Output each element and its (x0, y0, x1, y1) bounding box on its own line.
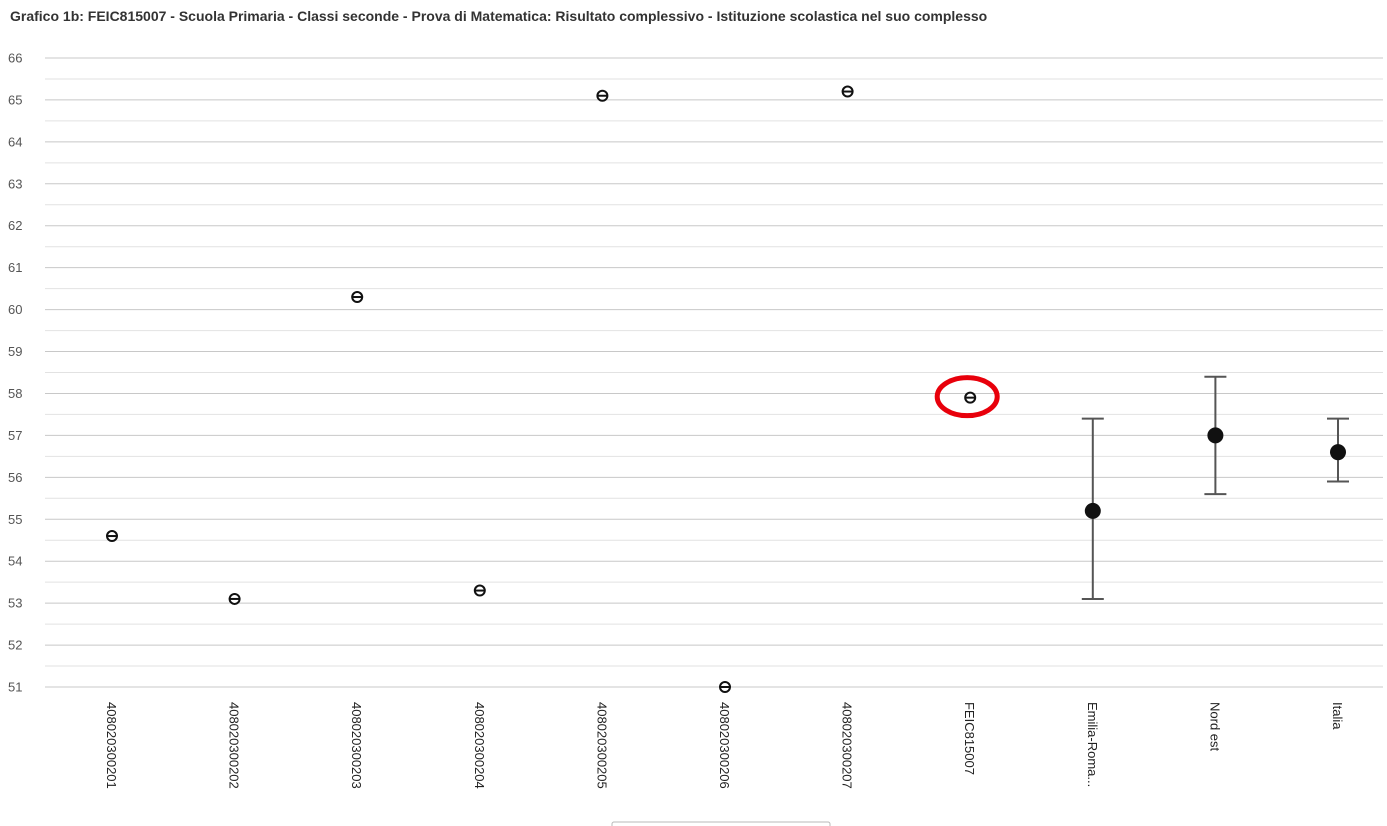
y-tick-label: 53 (8, 596, 22, 611)
y-tick-label: 51 (8, 680, 22, 695)
y-axis-ticks: 51 52 53 54 55 56 57 58 59 60 61 62 63 64 65 66 (8, 51, 22, 695)
y-tick-label: 55 (8, 512, 22, 527)
y-tick-label: 63 (8, 176, 22, 191)
x-category-label: Italia (1330, 702, 1345, 730)
y-tick-label: 60 (8, 302, 22, 317)
x-category-label: FEIC815007 (962, 702, 977, 775)
x-category-label: 408020300201 (104, 702, 119, 789)
highlight-layer (934, 375, 1000, 419)
y-tick-label: 64 (8, 134, 22, 149)
data-point (596, 89, 609, 102)
x-category-label: 408020300203 (349, 702, 364, 789)
data-point (1330, 444, 1346, 461)
x-category-label: 408020300205 (594, 702, 609, 789)
y-tick-label: 65 (8, 92, 22, 107)
grid-layer (45, 57, 1383, 688)
data-point (106, 530, 118, 543)
x-category-label: 408020300204 (472, 702, 487, 789)
data-point (719, 681, 731, 693)
y-tick-label: 57 (8, 428, 22, 443)
data-point (964, 391, 977, 404)
chart-title: Grafico 1b: FEIC815007 - Scuola Primaria… (10, 8, 988, 24)
y-tick-label: 56 (8, 470, 22, 485)
y-tick-label: 62 (8, 218, 22, 233)
x-category-label: Emilia-Roma... (1085, 702, 1100, 787)
data-point (1084, 502, 1101, 519)
x-axis-category-labels: 408020300201 408020300202 408020300203 4080… (104, 702, 1345, 789)
x-category-label: 408020300207 (840, 702, 855, 789)
y-tick-label: 58 (8, 386, 22, 401)
x-category-label: 408020300202 (227, 702, 242, 789)
error-bars (1081, 375, 1349, 600)
y-tick-label: 59 (8, 344, 22, 359)
y-tick-label: 61 (8, 260, 22, 275)
highlight-ring (934, 375, 1000, 419)
y-tick-label: 52 (8, 638, 22, 653)
data-point (351, 291, 364, 304)
data-point (473, 584, 486, 597)
x-category-label: Nord est (1207, 702, 1222, 752)
y-tick-label: 54 (8, 554, 22, 569)
data-point (228, 592, 241, 605)
data-point (841, 85, 854, 98)
horizontal-scrollbar[interactable] (611, 821, 831, 826)
data-point (1207, 427, 1224, 444)
data-points (106, 85, 1346, 693)
x-category-label: 408020300206 (717, 702, 732, 789)
y-tick-label: 66 (8, 51, 22, 66)
